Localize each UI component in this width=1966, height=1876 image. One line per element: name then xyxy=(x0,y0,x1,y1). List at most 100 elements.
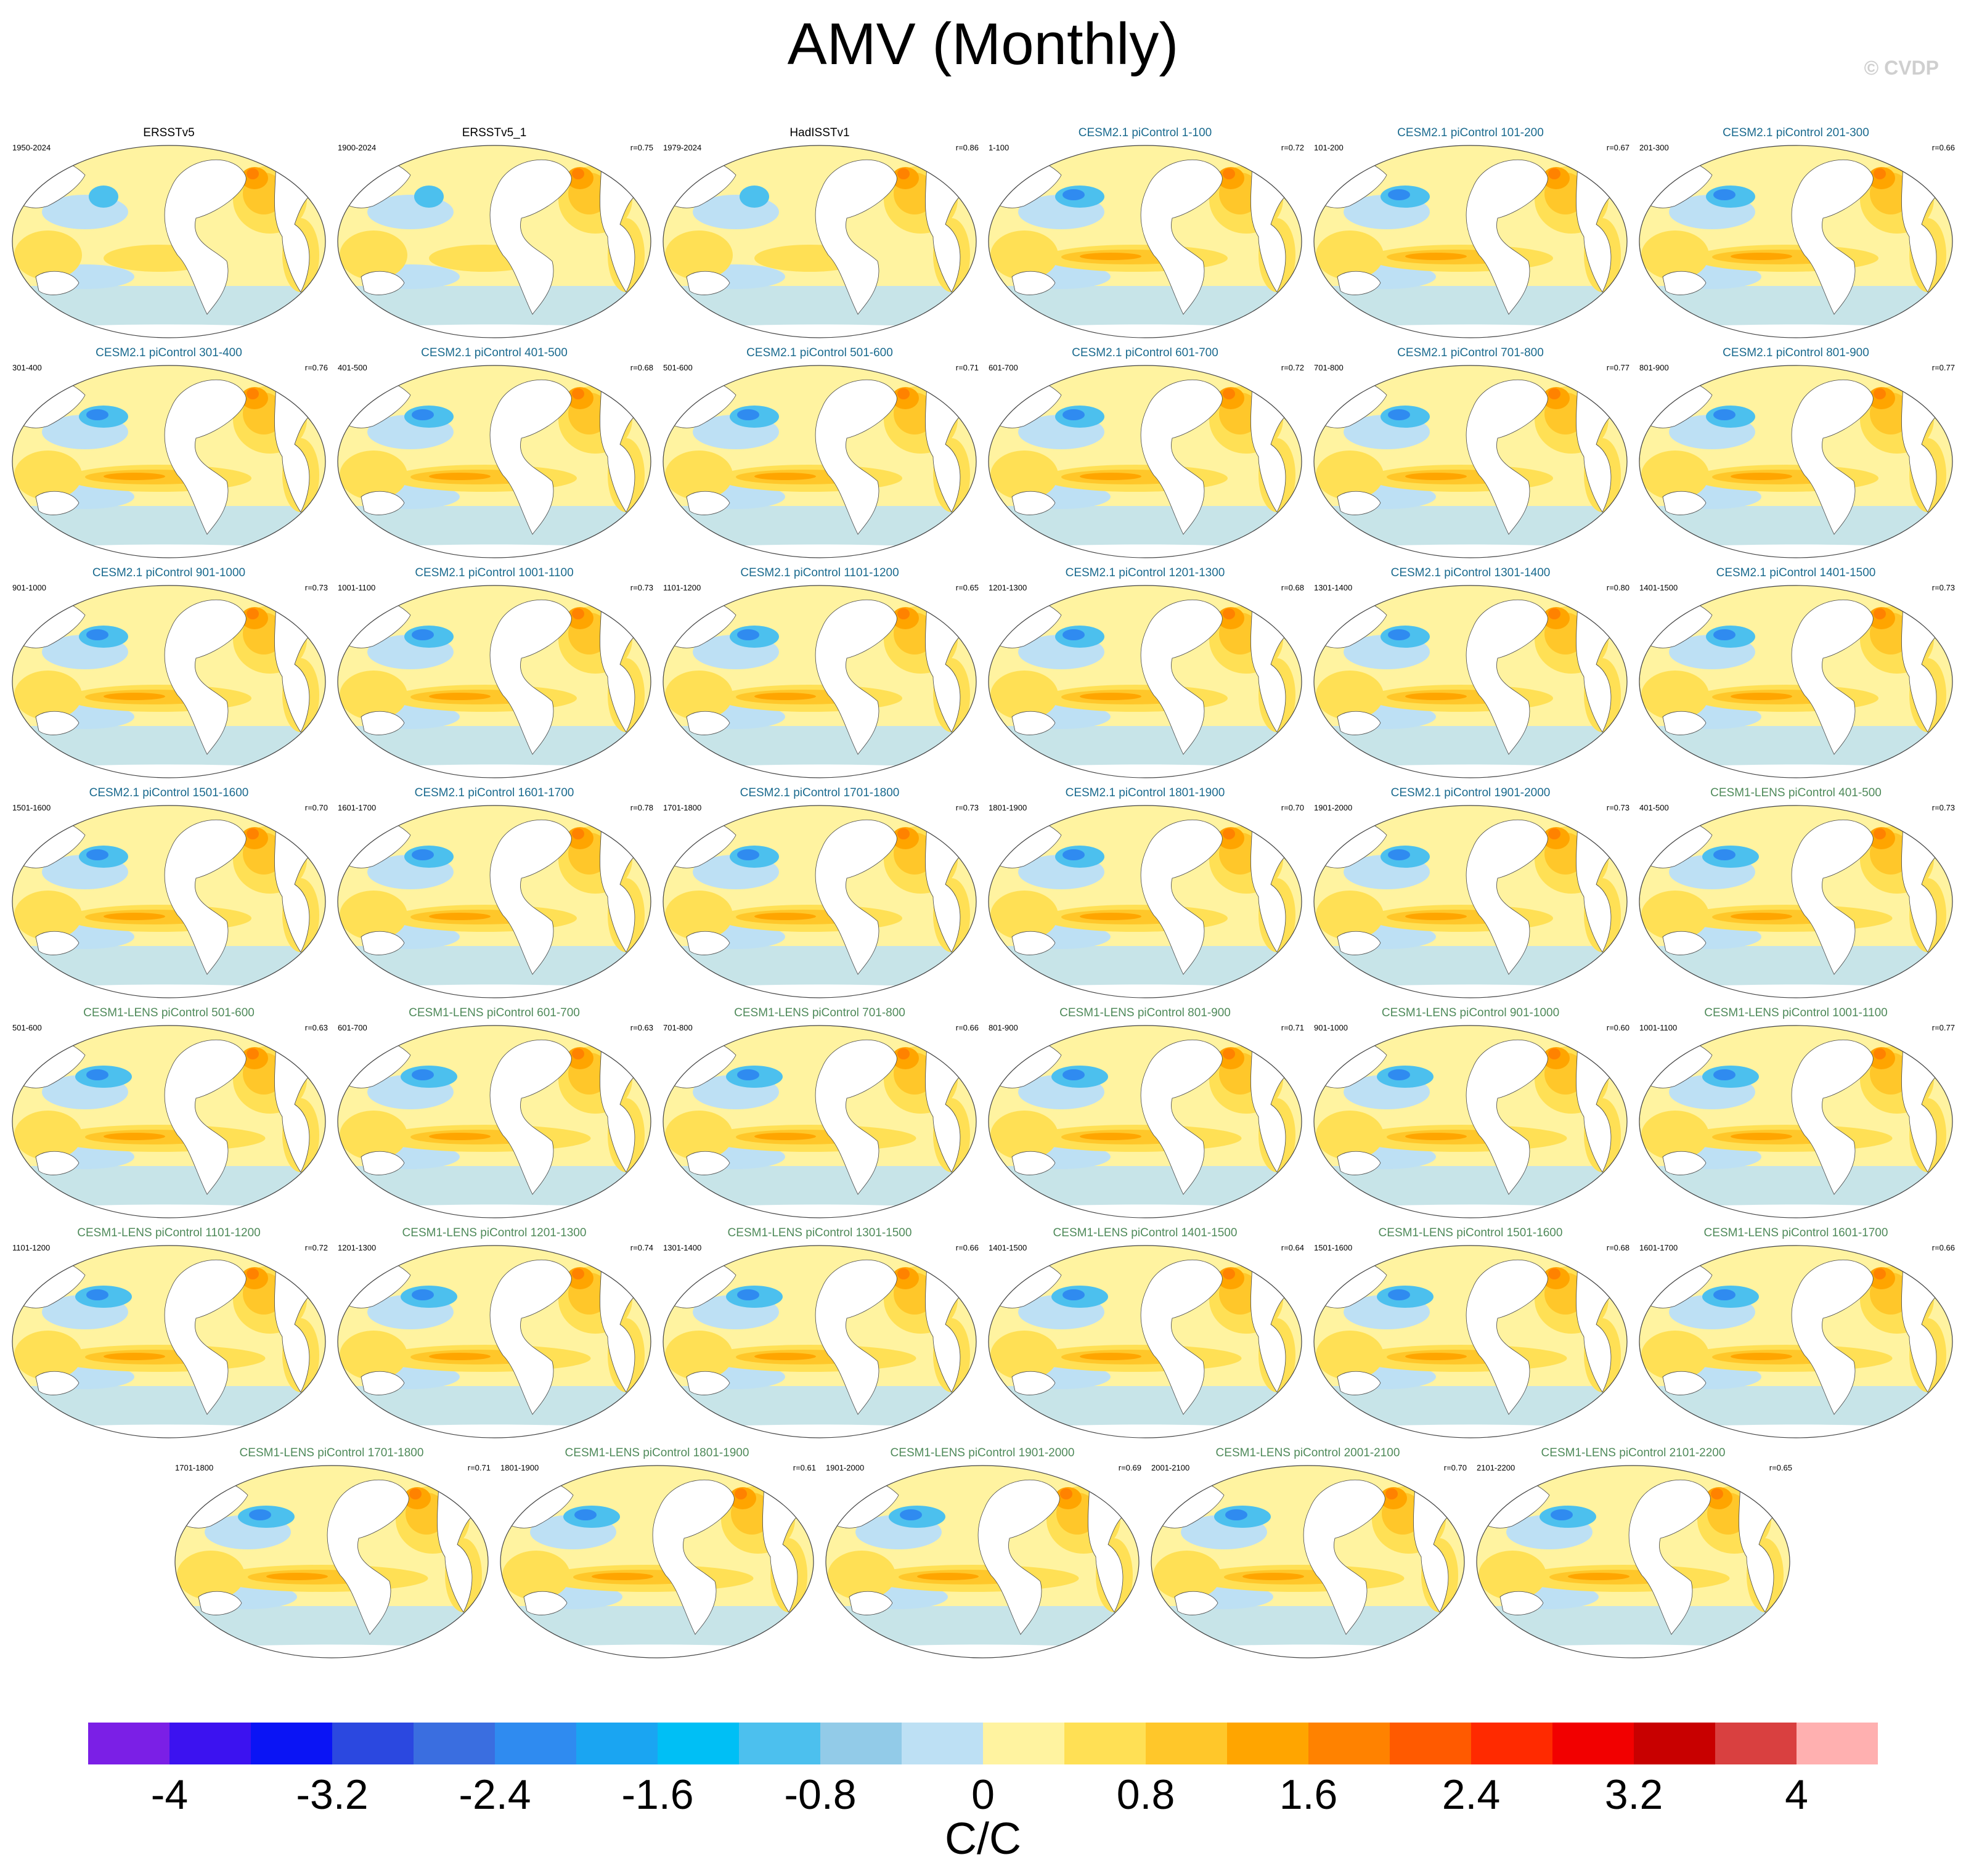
colorbar-tick-label: 0 xyxy=(971,1771,995,1818)
panel-years: 701-800 xyxy=(1314,363,1344,372)
panel-years: 1201-1300 xyxy=(338,1243,377,1252)
map-panel: CESM2.1 piControl 901-1000 901-1000 r=0.73 xyxy=(9,566,329,780)
panel-title: CESM1-LENS piControl 801-900 xyxy=(1059,1006,1231,1019)
panel-years: 401-500 xyxy=(338,363,367,372)
colorbar-swatch xyxy=(739,1723,821,1764)
panel-years: 1950-2024 xyxy=(12,143,51,152)
sst-regression-map xyxy=(1639,365,1953,558)
panel-years: 1601-1700 xyxy=(338,803,377,812)
sst-regression-map xyxy=(337,1245,651,1438)
map-panel: CESM1-LENS piControl 801-900 801-900 r=0.7… xyxy=(985,1006,1305,1220)
copyright-watermark: © CVDP xyxy=(1864,57,1939,79)
panel-title: CESM1-LENS piControl 1101-1200 xyxy=(77,1226,261,1239)
panel-correlation: r=0.77 xyxy=(1931,363,1955,372)
panel-title: CESM2.1 piControl 101-200 xyxy=(1397,126,1544,139)
map-panel: ERSSTv5 1950-2024 xyxy=(9,126,329,340)
panel-correlation: r=0.69 xyxy=(1118,1463,1141,1472)
sst-regression-map xyxy=(12,1025,326,1218)
panel-title: CESM2.1 piControl 901-1000 xyxy=(92,566,246,579)
panel-years: 601-700 xyxy=(338,1023,367,1032)
sst-regression-map xyxy=(988,585,1302,778)
panel-correlation: r=0.65 xyxy=(1769,1463,1792,1472)
sst-regression-map xyxy=(988,1025,1302,1218)
panel-title: CESM2.1 piControl 701-800 xyxy=(1397,346,1544,359)
colorbar-swatch xyxy=(1064,1723,1146,1764)
panel-years: 1501-1600 xyxy=(1314,1243,1353,1252)
sst-regression-map xyxy=(1639,1245,1953,1438)
panel-years: 1701-1800 xyxy=(175,1463,214,1472)
colorbar-swatch xyxy=(1715,1723,1797,1764)
colorbar-swatch xyxy=(495,1723,577,1764)
panel-correlation: r=0.73 xyxy=(955,803,979,812)
panel-title: CESM1-LENS piControl 501-600 xyxy=(83,1006,255,1019)
panel-years: 1900-2024 xyxy=(338,143,377,152)
panel-years: 1001-1100 xyxy=(338,583,376,592)
sst-regression-map xyxy=(1313,1245,1628,1438)
panel-correlation: r=0.73 xyxy=(630,583,653,592)
map-panel: CESM1-LENS piControl 1401-1500 1401-1500 r… xyxy=(985,1226,1305,1440)
sst-regression-map xyxy=(1313,145,1628,338)
map-panel: HadISSTv1 1979-2024 r=0.86 xyxy=(659,126,980,340)
sst-regression-map xyxy=(1639,585,1953,778)
colorbar-swatch xyxy=(576,1723,658,1764)
panel-title: CESM1-LENS piControl 1601-1700 xyxy=(1703,1226,1888,1239)
map-panel: CESM1-LENS piControl 701-800 701-800 r=0.6… xyxy=(659,1006,980,1220)
sst-regression-map xyxy=(1151,1465,1465,1658)
sst-regression-map xyxy=(337,145,651,338)
map-panel: CESM2.1 piControl 1801-1900 1801-1900 r=0.… xyxy=(985,786,1305,1000)
panel-correlation: r=0.70 xyxy=(1281,803,1304,812)
map-panel: CESM1-LENS piControl 1601-1700 1601-1700 r… xyxy=(1636,1226,1956,1440)
map-panel: CESM2.1 piControl 101-200 101-200 r=0.67 xyxy=(1310,126,1631,340)
panel-correlation: r=0.71 xyxy=(467,1463,491,1472)
figure-title: AMV (Monthly) xyxy=(787,11,1179,77)
panel-title: CESM1-LENS piControl 1501-1600 xyxy=(1378,1226,1563,1239)
panel-title: CESM1-LENS piControl 1001-1100 xyxy=(1704,1006,1888,1019)
map-panel: CESM1-LENS piControl 1201-1300 1201-1300 r… xyxy=(334,1226,655,1440)
map-panel: CESM1-LENS piControl 1301-1500 1301-1400 r… xyxy=(659,1226,980,1440)
map-panel: CESM2.1 piControl 201-300 201-300 r=0.66 xyxy=(1636,126,1956,340)
panel-title: CESM2.1 piControl 1201-1300 xyxy=(1065,566,1225,579)
sst-regression-map xyxy=(1639,805,1953,998)
panel-years: 1101-1200 xyxy=(12,1243,51,1252)
colorbar-swatch xyxy=(820,1723,902,1764)
map-panel: CESM2.1 piControl 501-600 501-600 r=0.71 xyxy=(659,346,980,560)
colorbar-tick-label: -3.2 xyxy=(296,1771,369,1818)
panel-correlation: r=0.66 xyxy=(1931,1243,1955,1252)
colorbar-swatch xyxy=(1471,1723,1553,1764)
map-panel: CESM1-LENS piControl 1501-1600 1501-1600 r… xyxy=(1310,1226,1631,1440)
panel-title: CESM1-LENS piControl 1201-1300 xyxy=(402,1226,587,1239)
panel-years: 1301-1400 xyxy=(663,1243,702,1252)
panel-correlation: r=0.73 xyxy=(1606,803,1629,812)
map-panel: CESM2.1 piControl 401-500 401-500 r=0.68 xyxy=(334,346,655,560)
panel-title: CESM2.1 piControl 501-600 xyxy=(746,346,893,359)
colorbar-swatch xyxy=(902,1723,984,1764)
sst-regression-map xyxy=(1313,1025,1628,1218)
sst-regression-map xyxy=(663,585,977,778)
panel-years: 1-100 xyxy=(989,143,1010,152)
panel-title: CESM1-LENS piControl 1301-1500 xyxy=(727,1226,912,1239)
sst-regression-map xyxy=(337,365,651,558)
map-panel: CESM2.1 piControl 1301-1400 1301-1400 r=0.… xyxy=(1310,566,1631,780)
sst-regression-map xyxy=(12,145,326,338)
panel-title: CESM1-LENS piControl 2101-2200 xyxy=(1541,1446,1726,1459)
panel-years: 801-900 xyxy=(1639,363,1669,372)
panel-correlation: r=0.73 xyxy=(1931,803,1955,812)
panel-title: CESM1-LENS piControl 901-1000 xyxy=(1381,1006,1560,1019)
sst-regression-map xyxy=(337,1025,651,1218)
panel-years: 301-400 xyxy=(12,363,42,372)
sst-regression-map xyxy=(337,585,651,778)
map-panel: CESM2.1 piControl 601-700 601-700 r=0.72 xyxy=(985,346,1305,560)
panel-correlation: r=0.76 xyxy=(304,363,328,372)
panel-years: 801-900 xyxy=(989,1023,1018,1032)
colorbar-swatch xyxy=(1552,1723,1634,1764)
panel-correlation: r=0.73 xyxy=(1931,583,1955,592)
panel-correlation: r=0.60 xyxy=(1606,1023,1629,1032)
panel-title: CESM2.1 piControl 1401-1500 xyxy=(1716,566,1876,579)
sst-regression-map xyxy=(500,1465,814,1658)
panel-correlation: r=0.78 xyxy=(630,803,653,812)
panel-title: CESM1-LENS piControl 1801-1900 xyxy=(565,1446,749,1459)
panel-correlation: r=0.86 xyxy=(955,143,979,152)
panel-years: 901-1000 xyxy=(1314,1023,1348,1032)
panel-years: 1101-1200 xyxy=(663,583,701,592)
